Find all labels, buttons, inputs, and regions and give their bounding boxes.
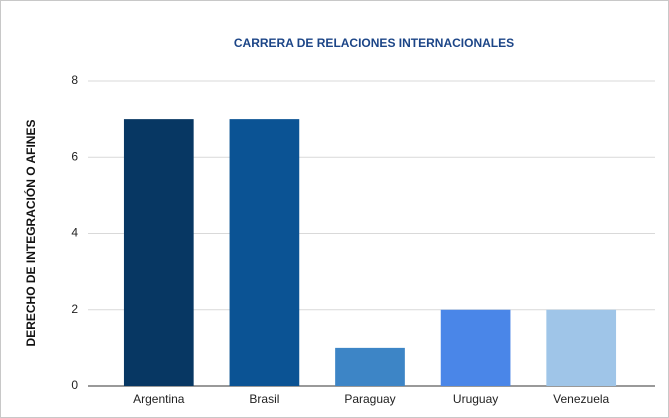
bar xyxy=(229,119,300,386)
y-tick-label: 6 xyxy=(71,149,78,163)
y-tick-label: 4 xyxy=(71,226,78,240)
x-tick-label: Brasil xyxy=(249,392,279,406)
bar xyxy=(123,119,194,386)
y-tick-label: 8 xyxy=(71,73,78,87)
bar xyxy=(335,347,405,386)
y-axis-label: DERECHO DE INTEGRACIÓN O AFINES xyxy=(23,120,38,347)
bar xyxy=(546,309,617,386)
bar xyxy=(440,309,511,386)
y-tick-label: 0 xyxy=(71,378,78,392)
x-tick-label: Venezuela xyxy=(553,392,609,406)
x-tick-label: Paraguay xyxy=(344,392,395,406)
y-tick-label: 2 xyxy=(71,302,78,316)
chart-title: CARRERA DE RELACIONES INTERNACIONALES xyxy=(234,36,514,50)
x-tick-label: Argentina xyxy=(133,392,185,406)
x-tick-label: Uruguay xyxy=(453,392,498,406)
